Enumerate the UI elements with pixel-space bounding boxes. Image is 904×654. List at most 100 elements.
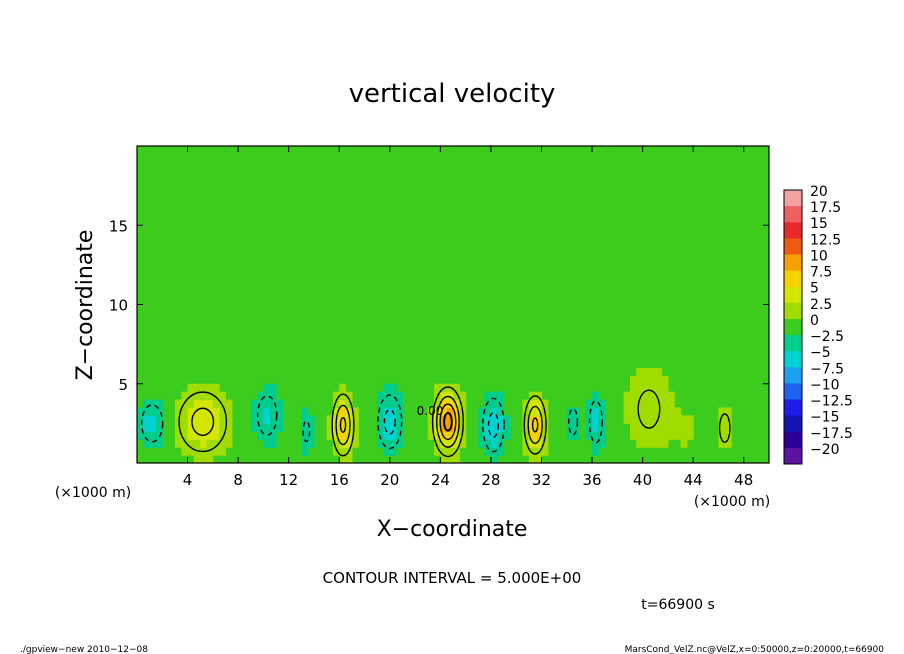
velocity-cell (143, 423, 151, 432)
velocity-cell (345, 423, 353, 432)
colorbar-label: −15 (810, 410, 840, 426)
velocity-cell (655, 423, 663, 432)
velocity-cell (181, 431, 189, 440)
velocity-cell (655, 375, 663, 385)
colorbar-label: −2.5 (810, 329, 844, 345)
velocity-cell (345, 415, 353, 424)
velocity-cell (566, 415, 574, 424)
velocity-cell (257, 431, 264, 440)
velocity-cell (193, 391, 201, 401)
velocity-cell (219, 447, 227, 456)
velocity-cell (446, 431, 454, 440)
velocity-cell (257, 423, 264, 432)
velocity-cell (636, 391, 644, 401)
contour-line (256, 395, 278, 436)
velocity-cell (307, 439, 315, 448)
velocity-cell (528, 407, 536, 417)
velocity-cell (389, 383, 397, 393)
velocity-cell (478, 439, 486, 448)
velocity-cell (592, 399, 599, 409)
velocity-cell (149, 399, 157, 409)
velocity-cell (276, 415, 283, 424)
contour-lines (140, 386, 731, 458)
velocity-cell (440, 447, 448, 456)
velocity-cell (427, 407, 435, 417)
velocity-cell (497, 431, 505, 440)
velocity-cell (648, 391, 656, 401)
colorbar-label: 12.5 (810, 232, 841, 248)
velocity-cell (257, 415, 264, 424)
velocity-cell (718, 407, 726, 417)
velocity-cell (623, 391, 631, 401)
velocity-cell (212, 423, 220, 432)
velocity-cell (528, 415, 536, 424)
velocity-cell (383, 399, 391, 409)
velocity-cell (585, 431, 593, 440)
velocity-cell (377, 399, 385, 409)
velocity-cell (181, 415, 189, 424)
velocity-cell (629, 423, 637, 432)
velocity-cell (478, 407, 486, 417)
velocity-cell (484, 431, 492, 440)
velocity-cell (212, 415, 220, 424)
velocity-cell (446, 415, 454, 424)
colorbar-swatch (784, 318, 802, 336)
velocity-cell (490, 399, 498, 409)
velocity-cell (434, 431, 441, 440)
velocity-cell (377, 415, 385, 424)
velocity-cell (648, 415, 656, 424)
velocity-cell (440, 455, 448, 463)
contour-line (523, 395, 547, 455)
contour-line (302, 420, 311, 443)
velocity-cell (200, 407, 208, 417)
velocity-cell (332, 391, 340, 401)
velocity-cell (174, 431, 182, 440)
velocity-cell (655, 407, 663, 417)
velocity-cell (193, 431, 201, 440)
velocity-cell (326, 423, 334, 432)
velocity-cell (301, 407, 309, 417)
velocity-cell (257, 399, 264, 409)
velocity-cell (585, 399, 593, 409)
velocity-cell (453, 423, 460, 432)
velocity-cell (326, 431, 334, 440)
contour-line (140, 404, 164, 443)
velocity-cell (541, 447, 549, 456)
velocity-cell (250, 423, 258, 432)
velocity-cell (137, 415, 144, 424)
velocity-cell (490, 439, 498, 448)
velocity-cell (674, 407, 682, 417)
velocity-cell (263, 439, 271, 448)
velocity-cell (427, 431, 435, 440)
velocity-cell (655, 391, 663, 401)
velocity-cell (339, 447, 347, 456)
velocity-cell (263, 407, 271, 417)
contour-line (335, 404, 351, 446)
velocity-cell (396, 415, 404, 424)
velocity-cell (276, 423, 283, 432)
colorbar-label: 20 (810, 184, 828, 200)
velocity-cell (181, 407, 189, 417)
velocity-cell (339, 439, 347, 448)
velocity-cell (276, 399, 283, 409)
velocity-cell (528, 431, 536, 440)
contour-line (637, 389, 661, 429)
contour-line (377, 394, 403, 450)
velocity-cell (143, 431, 151, 440)
velocity-cell (345, 439, 353, 448)
velocity-cell (528, 391, 536, 401)
velocity-cell (440, 399, 448, 409)
velocity-cell (155, 407, 163, 417)
velocity-cell (212, 383, 220, 393)
colorbar-swatch (784, 335, 802, 352)
contour-line (588, 399, 603, 444)
velocity-cell (535, 391, 543, 401)
velocity-cell (490, 391, 498, 401)
velocity-cell (383, 415, 391, 424)
velocity-cell (535, 423, 543, 432)
velocity-cell (187, 423, 195, 432)
velocity-cell (440, 407, 448, 417)
velocity-cell (636, 375, 644, 385)
velocity-cell (263, 383, 271, 393)
velocity-cell (225, 415, 233, 424)
